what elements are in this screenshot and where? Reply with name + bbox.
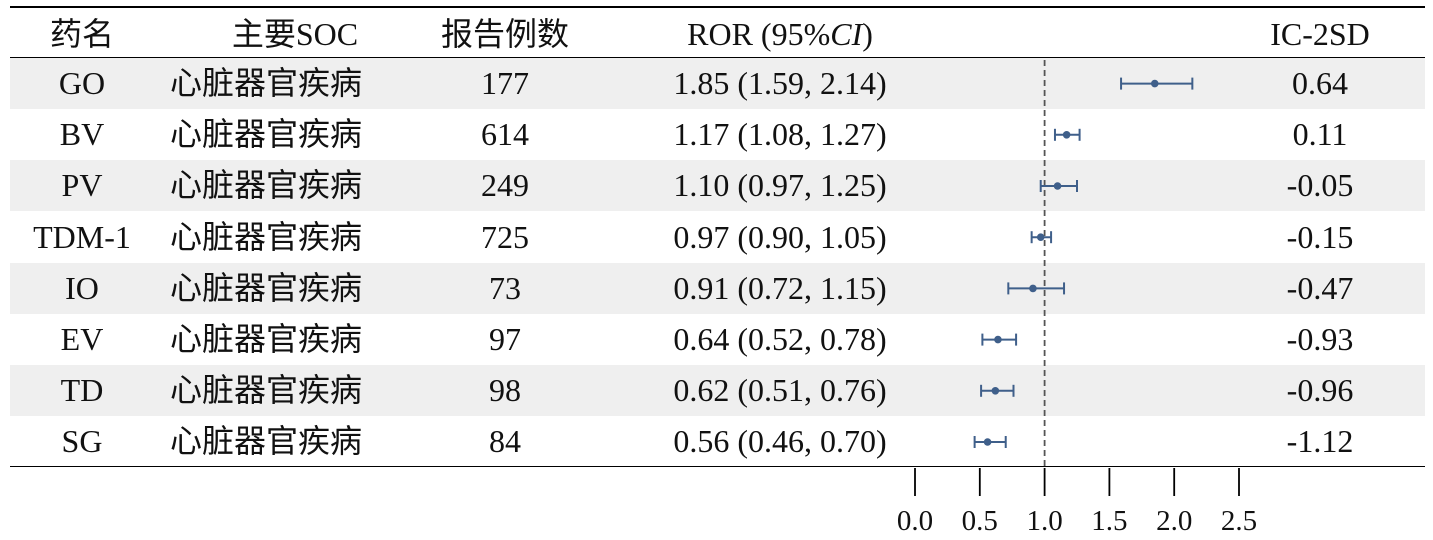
ror-point bbox=[1150, 79, 1159, 88]
header-ror: ROR (95%CI) bbox=[610, 14, 950, 54]
header-drug: 药名 bbox=[49, 16, 114, 52]
header-ic: IC-2SD bbox=[1270, 16, 1370, 52]
ror-cell: 1.17 (1.08, 1.27) bbox=[673, 116, 887, 153]
ic-cell: -1.12 bbox=[1286, 423, 1354, 460]
ic-cell: 0.11 bbox=[1292, 116, 1348, 153]
drug-cell: BV bbox=[59, 116, 105, 153]
ror-cell: 0.64 (0.52, 0.78) bbox=[673, 321, 887, 357]
soc-cell: 心脏器官疾病 bbox=[170, 269, 363, 306]
ror-cell: 0.91 (0.72, 1.15) bbox=[673, 269, 887, 306]
table-row: BV 心脏器官疾病 614 1.17 (1.08, 1.27) 0.11 bbox=[10, 109, 1425, 160]
table-row: EV 心脏器官疾病 97 0.64 (0.52, 0.78) -0.93 bbox=[10, 314, 1425, 365]
soc-cell: 心脏器官疾病 bbox=[170, 116, 363, 153]
drug-cell: TD bbox=[60, 372, 104, 409]
soc-cell: 心脏器官疾病 bbox=[170, 167, 363, 204]
ror-point bbox=[1053, 182, 1062, 190]
x-tick-label: 2.0 bbox=[1156, 505, 1192, 537]
table-row: TDM-1 心脏器官疾病 725 0.97 (0.90, 1.05) -0.15 bbox=[10, 212, 1425, 263]
soc-cell: 心脏器官疾病 bbox=[170, 218, 363, 255]
ror-cell: 0.62 (0.51, 0.76) bbox=[673, 372, 887, 409]
ic-cell: -0.05 bbox=[1286, 167, 1354, 204]
ror-point bbox=[994, 335, 1002, 344]
table-row: TD 心脏器官疾病 98 0.62 (0.51, 0.76) -0.96 bbox=[10, 365, 1425, 417]
drug-cell: PV bbox=[61, 167, 103, 204]
reports-cell: 84 bbox=[489, 423, 521, 460]
reports-cell: 614 bbox=[481, 116, 529, 153]
ic-cell: -0.47 bbox=[1286, 269, 1354, 306]
ror-point bbox=[1062, 131, 1071, 139]
reports-cell: 177 bbox=[481, 65, 529, 101]
x-tick-label: 2.5 bbox=[1221, 505, 1257, 537]
ic-cell: -0.96 bbox=[1286, 372, 1354, 409]
drug-cell: GO bbox=[58, 65, 106, 101]
ror-point bbox=[991, 387, 1000, 395]
reports-cell: 725 bbox=[481, 218, 529, 255]
ror-point bbox=[1036, 233, 1045, 241]
reports-cell: 97 bbox=[489, 321, 521, 357]
soc-cell: 心脏器官疾病 bbox=[170, 423, 363, 460]
header-ror-ci: CI bbox=[830, 16, 863, 52]
header-soc: 主要SOC bbox=[231, 16, 359, 52]
reports-cell: 249 bbox=[481, 167, 529, 204]
table-row: PV 心脏器官疾病 249 1.10 (0.97, 1.25) -0.05 bbox=[10, 160, 1425, 212]
ror-cell: 1.85 (1.59, 2.14) bbox=[673, 65, 887, 101]
bottom-rule bbox=[10, 466, 1425, 468]
ror-point bbox=[1029, 284, 1037, 293]
ror-cell: 0.97 (0.90, 1.05) bbox=[673, 218, 887, 255]
soc-cell: 心脏器官疾病 bbox=[170, 65, 363, 101]
top-rule bbox=[10, 6, 1425, 8]
drug-cell: IO bbox=[65, 269, 99, 306]
x-tick-label: 0.5 bbox=[962, 505, 998, 537]
header-ror-suffix: ) bbox=[862, 16, 873, 52]
table-row: SG 心脏器官疾病 84 0.56 (0.46, 0.70) -1.12 bbox=[10, 416, 1425, 467]
ic-cell: -0.15 bbox=[1286, 218, 1354, 255]
ror-cell: 0.56 (0.46, 0.70) bbox=[673, 423, 887, 460]
soc-cell: 心脏器官疾病 bbox=[170, 372, 363, 409]
x-tick-label: 1.0 bbox=[1026, 505, 1062, 537]
drug-cell: TDM-1 bbox=[33, 218, 131, 255]
ic-cell: 0.64 bbox=[1292, 65, 1348, 101]
x-tick-label: 0.0 bbox=[897, 505, 933, 537]
soc-cell: 心脏器官疾病 bbox=[170, 321, 363, 357]
reports-cell: 98 bbox=[489, 372, 521, 409]
ror-cell: 1.10 (0.97, 1.25) bbox=[673, 167, 887, 204]
drug-cell: EV bbox=[60, 321, 104, 357]
ror-point bbox=[983, 438, 992, 446]
drug-cell: SG bbox=[61, 423, 103, 460]
x-tick-label: 1.5 bbox=[1091, 505, 1127, 537]
table-row: IO 心脏器官疾病 73 0.91 (0.72, 1.15) -0.47 bbox=[10, 262, 1425, 314]
header-rule bbox=[10, 57, 1425, 59]
ic-cell: -0.93 bbox=[1286, 321, 1354, 357]
header-ror-prefix: ROR (95% bbox=[687, 16, 831, 52]
reports-cell: 73 bbox=[489, 269, 521, 306]
header-reports: 报告例数 bbox=[440, 16, 569, 52]
